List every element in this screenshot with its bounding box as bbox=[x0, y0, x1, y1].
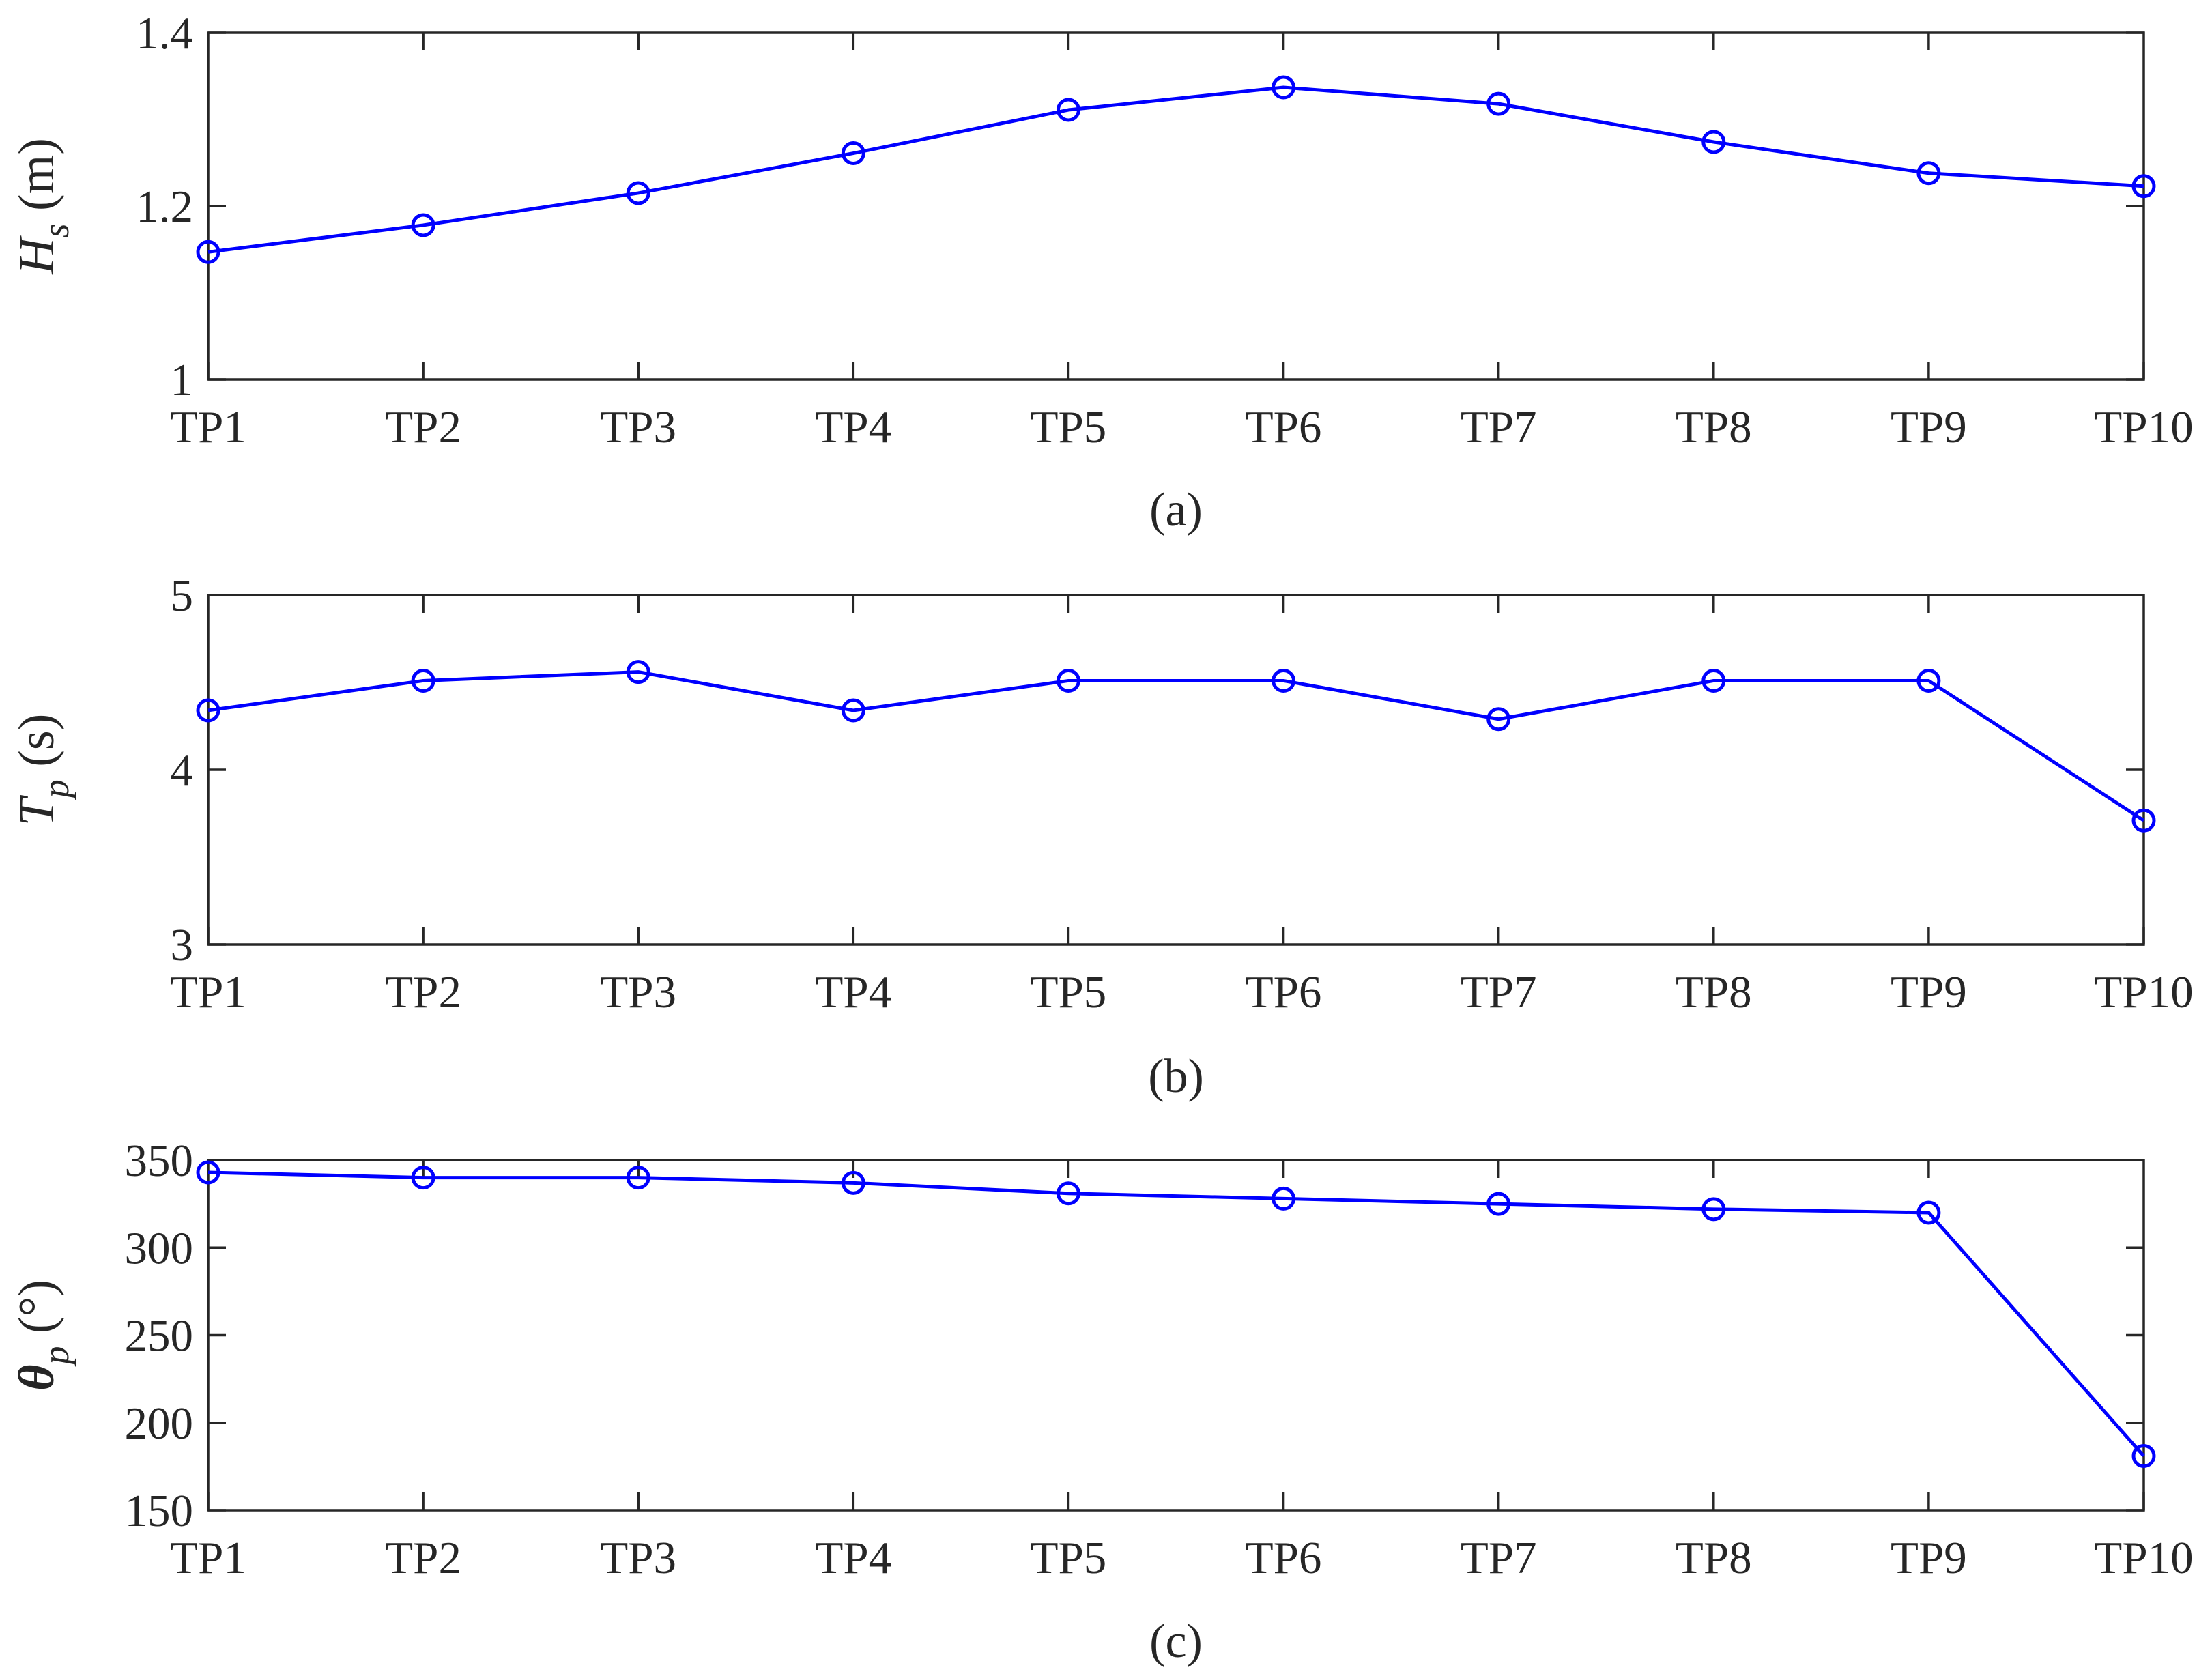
data-point bbox=[1701, 668, 1726, 693]
data-point bbox=[411, 213, 435, 237]
x-tick-label: TP2 bbox=[385, 1533, 461, 1583]
data-point bbox=[1486, 707, 1511, 732]
data-point bbox=[1056, 668, 1080, 693]
x-tick-label: TP5 bbox=[1031, 402, 1107, 452]
x-tick-label: TP8 bbox=[1676, 402, 1752, 452]
y-axis-label: Hs (m) bbox=[9, 138, 76, 275]
y-tick-label: 200 bbox=[125, 1398, 194, 1449]
x-tick-label: TP1 bbox=[170, 1533, 246, 1583]
y-tick-label: 5 bbox=[171, 571, 194, 621]
x-tick-label: TP6 bbox=[1246, 967, 1322, 1018]
x-tick-label: TP8 bbox=[1676, 967, 1752, 1018]
data-point bbox=[841, 141, 865, 166]
x-tick-label: TP2 bbox=[385, 967, 461, 1018]
y-tick-label: 1.2 bbox=[136, 182, 193, 232]
data-point bbox=[196, 240, 220, 264]
data-point bbox=[1701, 130, 1726, 154]
data-point bbox=[2131, 174, 2156, 199]
data-point bbox=[411, 668, 435, 693]
x-tick-label: TP10 bbox=[2094, 967, 2193, 1018]
data-point bbox=[2131, 808, 2156, 833]
data-point bbox=[1916, 1200, 1941, 1225]
data-point bbox=[2131, 1443, 2156, 1468]
x-tick-label: TP2 bbox=[385, 402, 461, 452]
panel-label: (b) bbox=[1148, 1050, 1204, 1103]
series-line bbox=[207, 85, 2144, 254]
x-tick-label: TP8 bbox=[1676, 1533, 1752, 1583]
data-point bbox=[1486, 91, 1511, 116]
data-point bbox=[1272, 1186, 1296, 1211]
y-tick-label: 350 bbox=[125, 1136, 194, 1186]
data-point bbox=[1056, 1181, 1080, 1206]
data-point bbox=[1486, 1192, 1511, 1216]
x-tick-label: TP3 bbox=[600, 967, 676, 1018]
data-point bbox=[841, 1170, 865, 1195]
x-tick-label: TP3 bbox=[600, 1533, 676, 1583]
data-point bbox=[1056, 98, 1080, 122]
data-point bbox=[626, 1166, 650, 1190]
x-tick-label: TP6 bbox=[1246, 1533, 1322, 1583]
x-tick-label: TP10 bbox=[2094, 402, 2193, 452]
y-tick-label: 250 bbox=[125, 1311, 194, 1361]
x-tick-label: TP4 bbox=[815, 402, 891, 452]
panel-a: TP1 TP2 TP3 TP4 TP5 TP6 TP7 TP8 TP9 TP10 1 1.2 1.4 Hs… bbox=[9, 8, 2194, 536]
panel-label: (c) bbox=[1149, 1615, 1203, 1668]
series-line bbox=[207, 1170, 2145, 1458]
x-tick-label: TP4 bbox=[815, 967, 891, 1018]
panel-label: (a) bbox=[1149, 484, 1203, 536]
x-tick-label: TP7 bbox=[1461, 967, 1537, 1018]
data-point bbox=[626, 660, 650, 684]
plot-frame bbox=[207, 594, 2145, 946]
x-tick-label: TP1 bbox=[170, 402, 246, 452]
data-point bbox=[1916, 161, 1941, 186]
data-point bbox=[841, 698, 865, 723]
data-point bbox=[1272, 75, 1296, 100]
y-tick-label: 1 bbox=[171, 355, 194, 405]
x-tick-label: TP10 bbox=[2094, 1533, 2193, 1583]
panel-c: TP1 TP2 TP3 TP4 TP5 TP6 TP7 TP8 TP9 TP10 150 200 250… bbox=[9, 1136, 2194, 1668]
plot-frame bbox=[207, 31, 2145, 381]
x-tick-label: TP9 bbox=[1891, 967, 1967, 1018]
y-tick-label: 3 bbox=[171, 920, 194, 970]
y-tick-label: 1.4 bbox=[136, 8, 193, 59]
data-point bbox=[196, 698, 220, 723]
x-tick-label: TP7 bbox=[1461, 1533, 1537, 1583]
y-tick-label: 4 bbox=[171, 745, 194, 796]
x-tick-label: TP5 bbox=[1031, 1533, 1107, 1583]
y-tick-label: 300 bbox=[125, 1223, 194, 1273]
data-point bbox=[1701, 1197, 1726, 1222]
data-point bbox=[411, 1166, 435, 1190]
x-tick-label: TP7 bbox=[1461, 402, 1537, 452]
x-tick-label: TP9 bbox=[1891, 1533, 1967, 1583]
y-tick-label: 150 bbox=[125, 1486, 194, 1536]
series-line bbox=[207, 670, 2145, 822]
x-tick-label: TP4 bbox=[815, 1533, 891, 1583]
x-tick-label: TP3 bbox=[600, 402, 676, 452]
data-point bbox=[1272, 668, 1296, 693]
x-tick-label: TP9 bbox=[1891, 402, 1967, 452]
data-point bbox=[196, 1160, 220, 1185]
y-axis-label: Tp (s) bbox=[9, 714, 76, 826]
x-tick-label: TP5 bbox=[1031, 967, 1107, 1018]
data-point bbox=[1916, 668, 1941, 693]
x-tick-label: TP1 bbox=[170, 967, 246, 1018]
y-axis-label: θp (°) bbox=[9, 1280, 76, 1391]
data-point bbox=[626, 181, 650, 205]
panel-b: TP1 TP2 TP3 TP4 TP5 TP6 TP7 TP8 TP9 TP10 3 4 5 Tp (s)… bbox=[9, 571, 2194, 1103]
x-tick-label: TP6 bbox=[1246, 402, 1322, 452]
